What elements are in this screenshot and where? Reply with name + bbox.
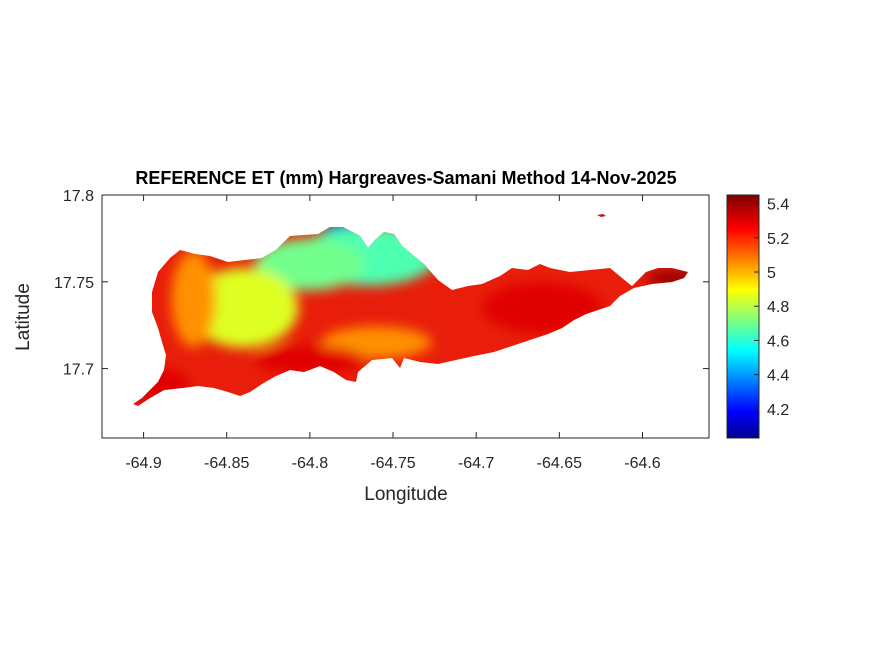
heat-region-west-interior-mixed: [188, 267, 299, 348]
colorbar: 4.2 4.4 4.6 4.8 5 5.2 5.4: [726, 194, 789, 439]
colorbar-tick-label: 5.2: [767, 231, 789, 248]
heat-region-north-coast-mid: [254, 238, 365, 291]
y-axis-label: Latitude: [13, 283, 34, 351]
x-axis: -64.9 -64.85 -64.8 -64.75 -64.7 -64.65 -64.6: [125, 195, 661, 472]
x-tick-label: -64.75: [370, 455, 415, 472]
colorbar-tick-label: 5: [767, 265, 776, 282]
colorbar-gradient: [726, 194, 760, 439]
x-axis-label: Longitude: [364, 484, 447, 505]
y-tick-label: 17.8: [63, 188, 94, 205]
x-tick-label: -64.65: [537, 455, 582, 472]
colorbar-tick-label: 4.8: [767, 299, 789, 316]
y-tick-label: 17.75: [54, 275, 94, 292]
colorbar-tick-label: 4.6: [767, 333, 789, 350]
x-tick-label: -64.8: [292, 455, 329, 472]
heat-region-east-tip: [645, 270, 688, 287]
heat-region-south-coast: [254, 345, 365, 374]
y-axis: 17.7 17.75 17.8: [54, 188, 709, 379]
colorbar-tick-label: 4.4: [767, 368, 789, 385]
x-tick-label: -64.9: [125, 455, 162, 472]
heat-region-west-coast: [171, 251, 216, 348]
x-tick-label: -64.7: [458, 455, 495, 472]
colorbar-tick-label: 5.4: [767, 197, 789, 214]
chart-title: REFERENCE ET (mm) Hargreaves-Samani Meth…: [135, 168, 676, 188]
offshore-cay: [597, 214, 606, 217]
y-tick-label: 17.7: [63, 362, 94, 379]
heat-region-east-end: [482, 282, 603, 333]
colorbar-tick-label: 4.2: [767, 402, 789, 419]
x-tick-label: -64.85: [204, 455, 249, 472]
x-tick-label: -64.6: [624, 455, 661, 472]
